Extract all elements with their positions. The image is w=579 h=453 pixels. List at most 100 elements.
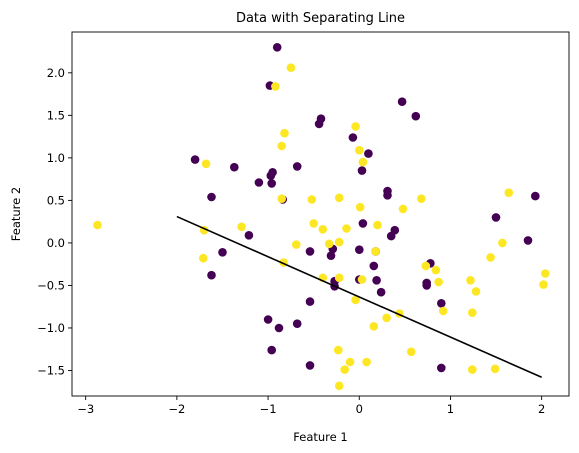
x-tick-label: −1 [260, 402, 277, 416]
scatter-point-class-0 [314, 119, 324, 129]
scatter-point-class-0 [386, 231, 396, 241]
scatter-point-class-0 [437, 363, 446, 373]
separating-line [176, 215, 542, 379]
y-tick-label: 1.0 [47, 151, 65, 165]
scatter-point-class-0 [437, 299, 446, 308]
scatter-point-class-0 [491, 213, 501, 222]
scatter-point-class-1 [417, 194, 426, 203]
scatter-point-class-0 [244, 231, 254, 240]
scatter-point-class-1 [466, 276, 475, 285]
scatter-point-class-0 [254, 178, 264, 187]
x-tick-label: −2 [168, 402, 185, 416]
x-axis-label: Feature 1 [293, 430, 347, 444]
scatter-point-class-0 [376, 287, 386, 297]
scatter-point-class-0 [218, 248, 227, 257]
scatter-point-class-1 [93, 220, 102, 230]
scatter-point-class-1 [351, 122, 360, 131]
scatter-point-class-1 [334, 273, 344, 283]
scatter-point-class-1 [355, 145, 364, 155]
scatter-point-class-0 [357, 166, 367, 175]
scatter-point-class-0 [531, 191, 540, 201]
scatter-point-class-0 [364, 149, 373, 158]
scatter-point-class-1 [539, 280, 548, 289]
scatter-point-class-0 [305, 297, 315, 306]
scatter-point-class-0 [383, 191, 392, 200]
scatter-point-class-0 [267, 345, 277, 355]
scatter-point-class-0 [358, 219, 368, 228]
scatter-point-class-1 [199, 253, 208, 263]
y-tick-label: 0.0 [47, 236, 65, 250]
scatter-point-class-0 [305, 361, 315, 370]
scatter-point-class-1 [309, 219, 319, 228]
scatter-point-class-0 [292, 319, 302, 329]
scatter-point-class-0 [411, 111, 421, 121]
scatter-point-class-1 [369, 322, 379, 331]
x-tick-label: 2 [538, 402, 545, 416]
scatter-point-class-1 [541, 269, 550, 278]
x-tick-label: 0 [356, 402, 363, 416]
scatter-point-class-1 [362, 357, 371, 367]
scatter-point-class-1 [342, 224, 351, 233]
y-axis-label: Feature 2 [9, 187, 23, 241]
scatter-point-class-1 [324, 239, 334, 249]
scatter-point-class-0 [230, 162, 239, 172]
scatter-point-class-1 [334, 237, 344, 247]
scatter-point-class-0 [263, 315, 273, 324]
scatter-point-class-1 [334, 381, 344, 391]
scatter-point-class-1 [340, 365, 350, 374]
scatter-point-class-1 [345, 357, 355, 367]
scatter-point-class-1 [382, 313, 391, 323]
scatter-point-class-0 [272, 43, 282, 52]
axis-ticks: −3 −2 −1 0 1 2 −1.5 −1.0 −0.5 0.0 0.5 1.0 1.5 2.0 [37, 66, 545, 416]
scatter-point-class-1 [318, 225, 328, 234]
scatter-point-class-1 [468, 365, 477, 374]
scatter-point-class-1 [334, 193, 344, 203]
scatter-point-class-0 [207, 192, 216, 202]
scatter-point-class-1 [357, 275, 367, 284]
scatter-point-class-1 [334, 345, 343, 355]
scatter-point-class-1 [277, 194, 287, 203]
x-tick-label: −3 [77, 402, 94, 416]
scatter-point-class-1 [468, 308, 477, 318]
y-tick-label: −0.5 [37, 278, 65, 292]
scatter-point-class-0 [523, 236, 533, 245]
plot-marks [93, 43, 550, 391]
scatter-point-class-0 [207, 270, 216, 280]
scatter-point-class-0 [274, 323, 284, 333]
scatter-point-class-1 [398, 204, 408, 214]
scatter-point-class-0 [348, 133, 358, 142]
scatter-point-class-0 [266, 171, 276, 180]
scatter-point-class-1 [373, 220, 382, 230]
scatter-point-class-1 [486, 253, 495, 262]
y-tick-label: 2.0 [47, 66, 65, 80]
plot-frame [71, 31, 570, 397]
scatter-point-class-1 [431, 265, 441, 275]
scatter-point-class-1 [277, 141, 287, 151]
x-tick-label: 1 [447, 402, 454, 416]
scatter-point-class-0 [292, 162, 302, 171]
scatter-point-class-1 [490, 364, 500, 374]
scatter-point-class-1 [421, 261, 431, 271]
scatter-point-class-0 [190, 155, 200, 164]
scatter-point-class-1 [307, 195, 317, 204]
scatter-point-class-1 [237, 222, 246, 232]
scatter-point-class-1 [358, 157, 368, 167]
scatter-point-class-1 [355, 202, 365, 212]
y-tick-label: 1.5 [47, 108, 65, 122]
y-tick-label: 0.5 [47, 193, 65, 207]
scatter-point-class-0 [372, 276, 381, 285]
scatter-point-class-0 [369, 261, 379, 271]
scatter-point-class-1 [471, 287, 481, 296]
scatter-point-class-0 [305, 247, 315, 256]
scatter-point-class-1 [434, 277, 443, 287]
scatter-point-class-1 [280, 128, 289, 138]
scatter-point-class-1 [286, 63, 296, 72]
scatter-point-class-0 [267, 179, 277, 188]
scatter-point-class-1 [271, 82, 280, 91]
scatter-point-class-1 [201, 159, 211, 169]
y-tick-label: −1.5 [37, 363, 65, 377]
scatter-point-class-0 [326, 251, 336, 260]
scatter-point-class-1 [292, 240, 301, 249]
y-tick-label: −1.0 [37, 321, 65, 335]
